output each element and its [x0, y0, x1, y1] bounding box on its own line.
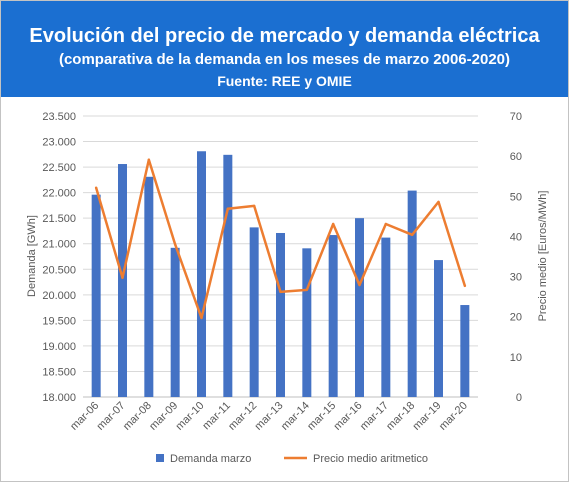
y-tick-label: 23.500 [42, 111, 76, 123]
x-tick-label: mar-12 [226, 400, 259, 433]
y2-tick-label: 60 [510, 151, 522, 163]
y2-tick-label: 50 [510, 191, 522, 203]
x-tick-label: mar-08 [121, 400, 154, 433]
x-tick-label: mar-18 [384, 400, 417, 433]
y-axis-right: 0 10 20 30 40 50 60 70 [510, 111, 522, 404]
price-point [384, 222, 388, 226]
x-axis: mar-06mar-07mar-08mar-09mar-10mar-11mar-… [68, 400, 470, 433]
demand-bar [144, 176, 154, 397]
demand-bar [302, 248, 312, 397]
x-tick-label: mar-06 [68, 400, 101, 433]
y2-tick-label: 0 [516, 392, 522, 404]
y-tick-label: 20.000 [42, 290, 76, 302]
price-point [226, 207, 230, 210]
y2-tick-label: 70 [510, 111, 522, 123]
x-tick-label: mar-20 [437, 400, 470, 433]
y-tick-label: 20.500 [42, 264, 76, 276]
demand-bar [460, 305, 470, 397]
x-tick-label: mar-10 [173, 400, 206, 433]
price-point [252, 204, 256, 208]
y2-tick-label: 10 [510, 352, 522, 364]
y-tick-label: 23.000 [42, 137, 76, 149]
price-point [331, 222, 335, 226]
y2-tick-label: 20 [510, 312, 522, 324]
price-point [410, 233, 414, 237]
price-point [305, 288, 309, 292]
x-tick-label: mar-14 [279, 400, 312, 433]
y-axis-title: Demanda [GWh] [26, 215, 38, 297]
y-axis-left: 18.000 18.500 19.000 19.500 20.000 20.500 21.0… [42, 111, 76, 404]
x-tick-label: mar-19 [410, 400, 443, 433]
demand-bar [249, 227, 259, 397]
legend-swatch-demand [156, 454, 164, 462]
x-tick-label: mar-09 [147, 400, 180, 433]
y-tick-label: 21.500 [42, 213, 76, 225]
x-tick-label: mar-13 [252, 400, 285, 433]
price-point [358, 283, 361, 287]
demand-bar [434, 260, 443, 397]
price-point [437, 200, 440, 204]
price-series [94, 158, 467, 320]
demand-bar [170, 247, 180, 397]
chart-source: Fuente: REE y OMIE [217, 73, 352, 89]
x-tick-label: mar-07 [94, 400, 127, 433]
demand-bar [355, 218, 364, 397]
y-tick-label: 22.000 [42, 188, 76, 200]
y-tick-label: 18.500 [42, 366, 76, 378]
chart-title: Evolución del precio de mercado y demand… [29, 25, 540, 47]
legend-label: Demanda marzo [170, 453, 251, 465]
y-tick-label: 18.000 [42, 392, 76, 404]
y-tick-label: 19.000 [42, 341, 76, 353]
y-tick-label: 22.500 [42, 162, 76, 174]
chart-subtitle: (comparativa de la demanda en los meses … [58, 51, 511, 68]
demand-bars [91, 151, 470, 397]
demand-bar [91, 194, 101, 397]
title-banner: Evolución del precio de mercado y demand… [1, 1, 568, 97]
demand-bar [276, 232, 285, 397]
x-tick-label: mar-17 [358, 400, 391, 433]
y2-tick-label: 40 [510, 231, 522, 243]
price-point [200, 316, 203, 320]
demand-bar [407, 190, 417, 397]
demand-bar [381, 237, 391, 397]
y-tick-label: 19.500 [42, 315, 76, 327]
price-point [121, 276, 124, 279]
price-point [173, 243, 177, 246]
demand-bar [197, 151, 206, 397]
y-tick-label: 21.000 [42, 239, 76, 251]
legend: Demanda marzo Precio medio aritmetico [156, 453, 428, 465]
demand-bar [328, 235, 338, 397]
x-tick-label: mar-15 [305, 400, 338, 433]
y2-axis-title: Precio medio [Euros/MWh] [537, 191, 549, 322]
legend-item-price: Precio medio aritmetico [284, 453, 428, 465]
demand-price-combo-chart: 18.000 18.500 19.000 19.500 20.000 20.500 21.0… [26, 111, 549, 465]
price-point [279, 290, 282, 294]
price-point [94, 186, 98, 190]
y2-tick-label: 30 [510, 272, 522, 284]
legend-item-demand: Demanda marzo [156, 453, 251, 465]
price-point [463, 284, 467, 288]
demand-bar [223, 154, 233, 397]
legend-label: Precio medio aritmetico [313, 453, 428, 465]
price-point [147, 158, 151, 161]
x-tick-label: mar-16 [331, 400, 364, 433]
demand-bar [118, 164, 127, 397]
